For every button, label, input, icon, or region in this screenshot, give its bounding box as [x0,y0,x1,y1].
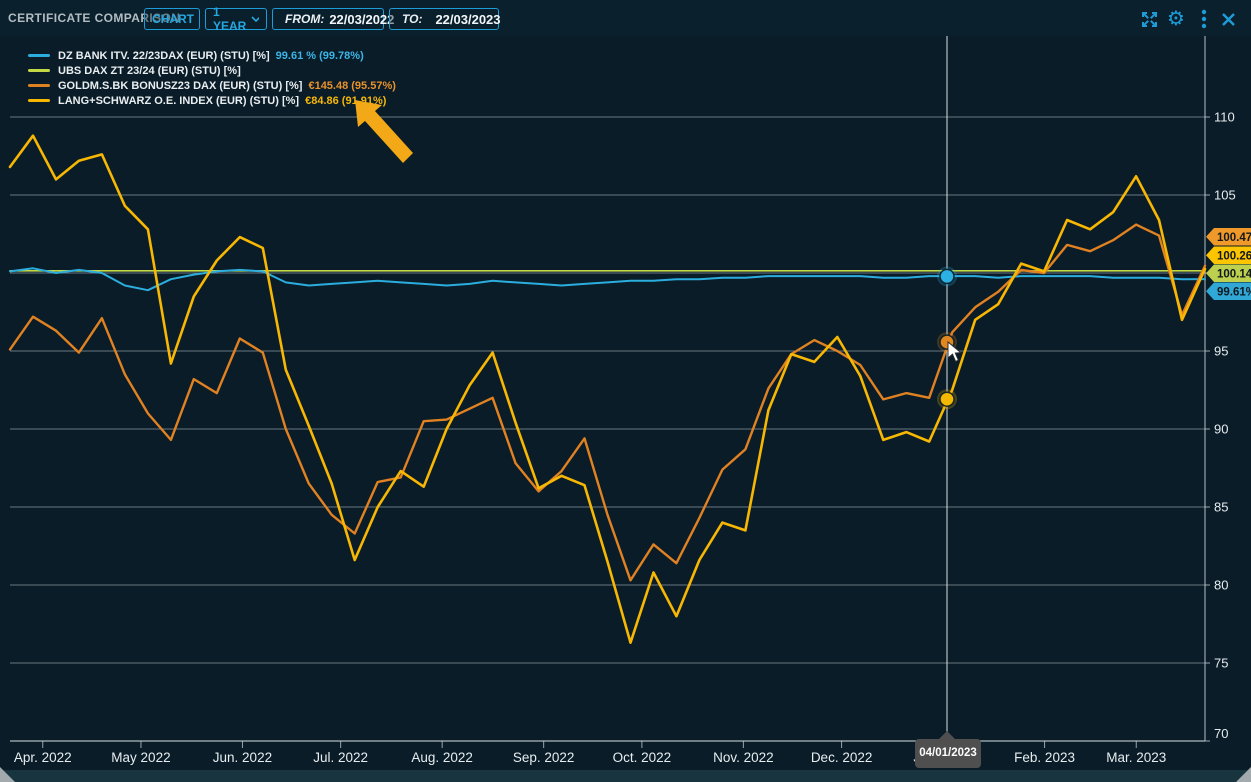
from-date-value: 22/03/2022 [329,11,395,27]
page-title: CERTIFICATE COMPARISON [8,11,181,25]
x-axis-label: Dec. 2022 [811,750,873,765]
time-range-dropdown-label: 1 YEAR [213,5,247,33]
y-axis-label: 80 [1214,578,1228,593]
legend-value: €145.48 (95.57%) [308,79,396,92]
y-axis-label: 95 [1214,344,1228,359]
price-tag-label: 100.47% [1217,232,1251,244]
price-tag-label: 99.61% [1217,286,1251,298]
price-tag-0 [1206,228,1251,246]
series-line-3[interactable] [8,134,1207,645]
legend-label: DZ BANK ITV. 22/23DAX (EUR) (STU) [%] [58,49,270,62]
price-tag-3 [1206,282,1251,300]
crosshair-marker [939,391,955,407]
legend-swatch [28,99,50,102]
legend-item-0[interactable]: DZ BANK ITV. 22/23DAX (EUR) (STU) [%] 99.… [28,48,396,63]
y-axis-label: 85 [1214,500,1228,515]
y-axis-label: 75 [1214,656,1228,671]
x-axis-label: Sep. 2022 [513,750,575,765]
x-axis-label: Mar. 2023 [1106,750,1166,765]
from-date-field[interactable]: FROM: 22/03/2022 [272,8,394,30]
legend-swatch [28,69,50,72]
x-axis-label: Jul. 2022 [313,750,368,765]
resize-corner-right[interactable] [1236,767,1251,782]
legend-item-3[interactable]: LANG+SCHWARZ O.E. INDEX (EUR) (STU) [%] €… [28,93,396,108]
chevron-down-icon [251,16,259,22]
x-axis-label: Apr. 2022 [14,750,72,765]
series-line-2[interactable] [8,223,1207,582]
y-axis-label: 110 [1214,110,1235,125]
footer-bar [0,770,1251,782]
to-date-field[interactable]: TO: 22/03/2023 [389,8,501,30]
legend: DZ BANK ITV. 22/23DAX (EUR) (STU) [%] 99.… [28,48,396,108]
legend-item-2[interactable]: GOLDM.S.BK BONUSZ23 DAX (EUR) (STU) [%] €… [28,78,396,93]
legend-item-1[interactable]: UBS DAX ZT 23/24 (EUR) (STU) [%] [28,63,396,78]
crosshair-marker [939,268,955,285]
from-date-label: FROM: [285,12,325,26]
expand-icon[interactable] [1138,8,1160,30]
x-axis-label: Nov. 2022 [713,750,774,765]
settings-gear-icon[interactable]: ⚙ [1167,8,1185,30]
to-date-label: TO: [402,12,423,26]
x-axis-label: Aug. 2022 [411,750,473,765]
price-tag-2 [1206,264,1251,282]
chart-type-dropdown-label: CHART [152,12,194,26]
y-axis-label: 70 [1214,726,1228,741]
price-tag-label: 100.14% [1217,268,1251,280]
close-icon[interactable] [1217,8,1239,30]
x-axis-label: May 2022 [111,750,170,765]
legend-label: UBS DAX ZT 23/24 (EUR) (STU) [%] [58,64,241,77]
legend-value: €84.86 (91.91%) [305,94,387,107]
to-date-value: 22/03/2023 [435,11,501,27]
legend-swatch [28,54,50,57]
kebab-menu-icon[interactable] [1193,8,1215,30]
resize-corner-left[interactable] [0,767,15,782]
mouse-cursor-icon [947,341,963,363]
time-range-dropdown[interactable]: 1 YEAR [205,5,267,33]
chart-type-dropdown[interactable]: CHART [144,8,200,30]
crosshair-date-tooltip: 04/01/2023 [915,731,981,768]
legend-swatch [28,84,50,87]
legend-label: LANG+SCHWARZ O.E. INDEX (EUR) (STU) [%] [58,94,300,107]
y-axis-label: 105 [1214,188,1236,203]
header-bar: CERTIFICATE COMPARISON CHART 1 YEAR [0,0,1251,36]
annotation-arrow-icon [355,100,413,163]
y-axis-label: 90 [1214,422,1228,437]
x-axis-label: Jun. 2022 [213,750,272,765]
x-axis-label: Oct. 2022 [613,750,672,765]
price-tag-label: 100.26% [1217,250,1251,262]
price-tag-1 [1206,246,1251,264]
legend-value: 99.61 % (99.78%) [275,49,364,62]
x-axis-label: Feb. 2023 [1014,750,1075,765]
legend-label: GOLDM.S.BK BONUSZ23 DAX (EUR) (STU) [%] [58,79,303,92]
